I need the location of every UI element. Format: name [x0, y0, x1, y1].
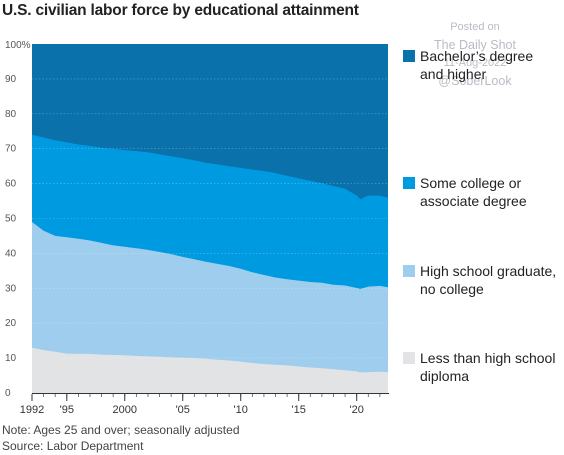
legend-item-high-school: High school graduate, no college — [403, 262, 560, 298]
area-high-school — [32, 222, 388, 393]
watermark-posted: Posted on — [450, 21, 500, 33]
area-series-group — [32, 44, 388, 393]
y-tick-label: 50 — [5, 214, 17, 225]
legend-label-high-school: High school graduate, no college — [420, 263, 557, 297]
y-tick-label: 70 — [5, 144, 17, 155]
legend-item-bachelors: Bachelor’s degree and higher — [403, 47, 560, 83]
legend-swatch-bachelors — [403, 50, 415, 62]
chart-note: Note: Ages 25 and over; seasonally adjus… — [2, 423, 240, 437]
legend-label-bachelors: Bachelor’s degree and higher — [420, 48, 534, 82]
chart-source: Source: Labor Department — [2, 439, 144, 453]
y-tick-label: 90 — [5, 74, 17, 85]
watermark-source: The Daily Shot — [434, 38, 516, 52]
legend-swatch-less-than-hs — [403, 352, 415, 364]
legend-label-less-than-hs: Less than high school diploma — [420, 350, 556, 384]
legend-swatch-high-school — [403, 265, 415, 277]
y-tick-label: 40 — [5, 248, 17, 259]
legend-label-some-college: Some college or associate degree — [420, 175, 527, 209]
x-tick-label: 1992 — [20, 404, 44, 416]
watermark-date: 11-Aug-2022 — [443, 57, 507, 69]
watermark-handle: @SoberLook — [438, 74, 512, 88]
y-tick-label: 80 — [5, 109, 17, 120]
y-tick-label: 30 — [5, 283, 17, 294]
x-tick-label: '95 — [60, 404, 74, 416]
y-tick-label: 100% — [5, 40, 31, 51]
watermark: Posted on The Daily Shot 11-Aug-2022 @So… — [400, 18, 550, 90]
x-tick-label: '15 — [292, 404, 306, 416]
legend-item-less-than-hs: Less than high school diploma — [403, 349, 560, 385]
x-tick-label: '05 — [176, 404, 190, 416]
y-tick-label: 20 — [5, 318, 17, 329]
y-tick-label: 0 — [5, 388, 11, 399]
x-axis: 1992 '95 2000 '05 '10 '15 '20 — [20, 393, 389, 416]
x-tick-label: '20 — [350, 404, 364, 416]
area-less-than-hs — [32, 347, 388, 393]
legend-swatch-some-college — [403, 177, 415, 189]
x-tick-label: 2000 — [113, 404, 137, 416]
legend-item-some-college: Some college or associate degree — [403, 174, 560, 210]
chart-title: U.S. civilian labor force by educational… — [2, 2, 359, 19]
x-tick-label: '10 — [234, 404, 248, 416]
y-tick-label: 60 — [5, 179, 17, 190]
y-tick-label: 10 — [5, 353, 17, 364]
y-axis-ticks: 0 10 20 30 40 50 60 70 80 90 100% — [5, 40, 31, 399]
